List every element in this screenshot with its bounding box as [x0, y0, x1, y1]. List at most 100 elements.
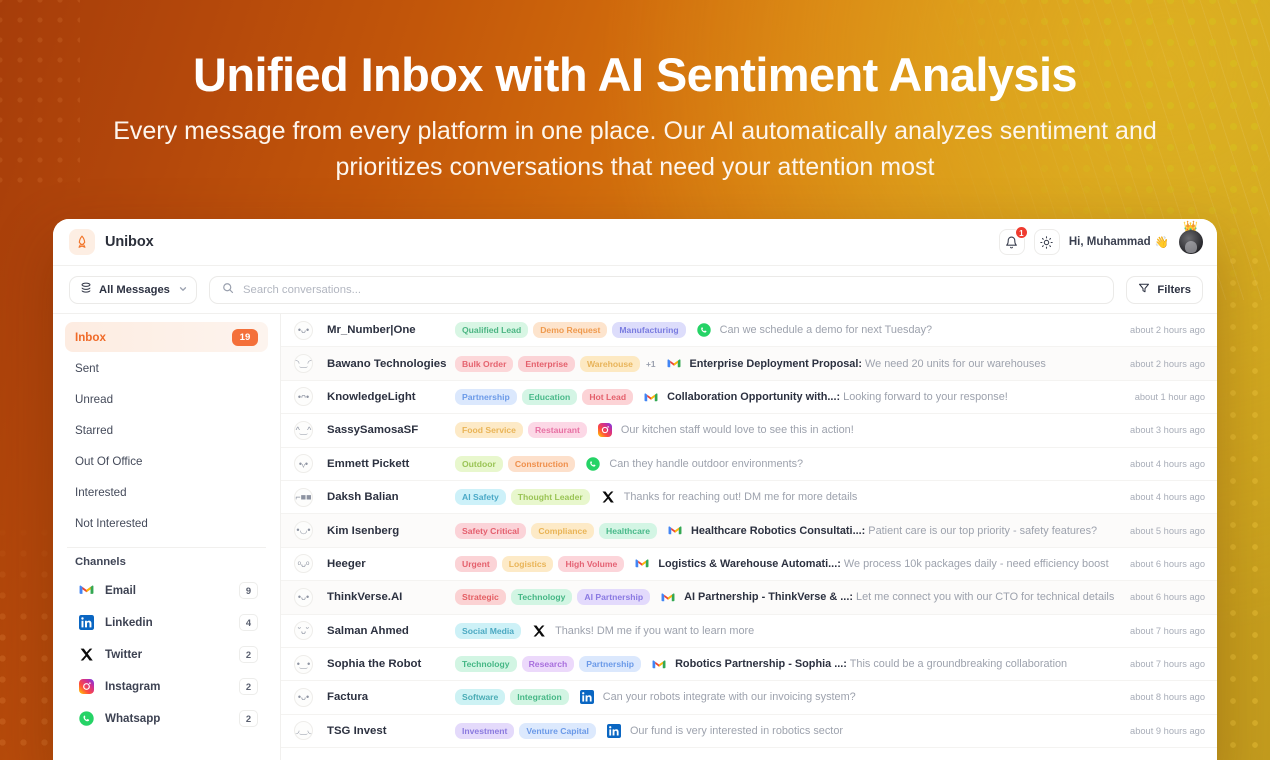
- table-row[interactable]: •‿• Sophia the Robot Technology Research P…: [281, 648, 1217, 682]
- channel-item-email[interactable]: Email 9: [65, 574, 268, 606]
- sidebar-item-interested[interactable]: Interested: [65, 477, 268, 507]
- conversation-preview: Thanks! DM me if you want to learn more: [555, 624, 755, 637]
- sidebar-item-label: Not Interested: [75, 516, 148, 530]
- gmail-icon: [79, 583, 94, 598]
- conversation-tag[interactable]: High Volume: [558, 555, 625, 572]
- table-row[interactable]: •ᴗ• ThinkVerse.AI Strategic Technology AI …: [281, 581, 1217, 615]
- conversation-tags: Strategic Technology AI Partnership: [455, 589, 651, 606]
- conversation-tag[interactable]: Urgent: [455, 555, 497, 572]
- sidebar-item-starred[interactable]: Starred: [65, 415, 268, 445]
- linkedin-icon: [79, 614, 94, 630]
- avatar: ˘ᴗ˘: [294, 621, 313, 641]
- channel-item-linkedin[interactable]: Linkedin 4: [65, 606, 268, 638]
- conversation-tag[interactable]: Partnership: [455, 388, 517, 405]
- search-box[interactable]: [209, 275, 1115, 304]
- instagram-icon: [597, 423, 612, 438]
- hero-section: Unified Inbox with AI Sentiment Analysis…: [0, 0, 1270, 185]
- conversation-tags: Urgent Logistics High Volume: [455, 555, 625, 572]
- conversation-tag[interactable]: Restaurant: [527, 422, 587, 439]
- conversation-tag[interactable]: Outdoor: [455, 455, 503, 472]
- conversation-tag[interactable]: Demo Request: [533, 322, 608, 339]
- conversation-tag[interactable]: Venture Capital: [519, 722, 596, 739]
- avatar: •ᴗ•: [294, 587, 313, 607]
- conversation-tags: Technology Research Partnership: [455, 656, 642, 673]
- conversation-tag[interactable]: Thought Leader: [510, 489, 590, 506]
- table-row[interactable]: •ᵥ• Emmett Pickett Outdoor Construction C…: [281, 448, 1217, 481]
- conversation-tags: Partnership Education Hot Lead: [455, 388, 634, 405]
- channel-item-instagram[interactable]: Instagram 2: [65, 670, 268, 702]
- toolbar: All Messages Filters: [53, 266, 1217, 314]
- conversation-timestamp: about 4 hours ago: [1130, 458, 1205, 469]
- conversation-tags: Investment Venture Capital: [455, 722, 596, 739]
- conversation-tag[interactable]: Technology: [455, 656, 517, 673]
- tag-overflow-count[interactable]: +1: [645, 358, 656, 369]
- conversation-tag[interactable]: Hot Lead: [582, 388, 634, 405]
- notifications-button[interactable]: 1: [998, 226, 1028, 255]
- channel-item-whatsapp[interactable]: Whatsapp 2: [65, 702, 268, 734]
- conversation-tag[interactable]: Healthcare: [599, 522, 657, 539]
- table-row[interactable]: •ᴗ• Factura Software Integration Can your…: [281, 681, 1217, 715]
- table-row[interactable]: •◡• Kim Isenberg Safety Critical Complian…: [281, 514, 1217, 548]
- channel-count: 2: [239, 645, 258, 663]
- table-row[interactable]: ᵒᴗᵒ Heeger Urgent Logistics High Volume Lo…: [281, 548, 1217, 582]
- conversation-tag[interactable]: Social Media: [455, 622, 522, 639]
- conversation-tag[interactable]: AI Safety: [455, 489, 506, 506]
- channel-label: Twitter: [105, 647, 143, 661]
- avatar: •◡•: [294, 521, 313, 541]
- conversation-preview: Healthcare Robotics Consultati...: Patie…: [691, 524, 1098, 537]
- conversation-tag[interactable]: Software: [455, 689, 506, 706]
- conversation-tag[interactable]: Integration: [510, 689, 569, 706]
- table-row[interactable]: ◠‿◠ Bawano Technologies Bulk OrderEnterp…: [281, 347, 1217, 381]
- conversation-tag[interactable]: Food Service: [455, 422, 523, 439]
- avatar[interactable]: 👑: [1179, 221, 1203, 254]
- app-window: Unibox 1 Hi, Muhammad 👋 👑: [53, 219, 1217, 760]
- sidebar-item-sent[interactable]: Sent: [65, 353, 268, 383]
- conversation-tag[interactable]: Bulk Order: [455, 355, 514, 372]
- layers-icon: [80, 282, 92, 297]
- conversation-tag[interactable]: Safety Critical: [455, 522, 527, 539]
- sidebar-item-unread[interactable]: Unread: [65, 384, 268, 414]
- conversation-tags: Outdoor Construction: [455, 455, 576, 472]
- search-input[interactable]: [243, 283, 1102, 296]
- conversation-tag[interactable]: Enterprise: [518, 355, 575, 372]
- table-row[interactable]: •ᴗ• Mr_Number|One Qualified Lead Demo Req…: [281, 314, 1217, 348]
- conversation-tag[interactable]: Manufacturing: [612, 322, 686, 339]
- table-row[interactable]: ^‿^ SassySamosaSF Food Service Restaurant…: [281, 414, 1217, 448]
- scope-select[interactable]: All Messages: [69, 275, 197, 304]
- conversation-tag[interactable]: Partnership: [579, 656, 642, 673]
- conversation-tag[interactable]: Technology: [510, 589, 573, 606]
- conversation-tag[interactable]: Research: [521, 656, 575, 673]
- conversation-tag[interactable]: Compliance: [531, 522, 595, 539]
- conversation-tag[interactable]: Investment: [455, 722, 515, 739]
- conversation-tag[interactable]: Logistics: [501, 555, 554, 572]
- conversation-timestamp: about 7 hours ago: [1130, 625, 1205, 636]
- table-row[interactable]: •ᴖ• KnowledgeLight Partnership Education H…: [281, 381, 1217, 415]
- conversation-tag[interactable]: Warehouse: [579, 355, 640, 372]
- table-row[interactable]: ˘ᴗ˘ Salman Ahmed Social Media Thanks! DM…: [281, 615, 1217, 648]
- table-row[interactable]: ⌐■■ Daksh Balian AI Safety Thought Leader…: [281, 481, 1217, 515]
- conversation-list: •ᴗ• Mr_Number|One Qualified Lead Demo Req…: [281, 314, 1217, 760]
- avatar: •ᴗ•: [294, 320, 313, 340]
- sidebar-item-not-interested[interactable]: Not Interested: [65, 508, 268, 538]
- avatar: ◠‿◠: [294, 354, 313, 374]
- avatar: ᵒᴗᵒ: [294, 554, 313, 574]
- brand[interactable]: Unibox: [69, 229, 154, 255]
- conversation-tag[interactable]: Strategic: [455, 589, 506, 606]
- conversation-timestamp: about 2 hours ago: [1130, 325, 1205, 336]
- conversation-timestamp: about 8 hours ago: [1130, 692, 1205, 703]
- theme-toggle-button[interactable]: [1033, 229, 1060, 255]
- sidebar-item-out-of-office[interactable]: Out Of Office: [65, 446, 268, 476]
- conversation-sender: Heeger: [327, 557, 366, 570]
- conversation-tag[interactable]: Construction: [507, 455, 576, 472]
- filters-button[interactable]: Filters: [1126, 275, 1203, 304]
- conversation-tag[interactable]: Education: [521, 388, 578, 405]
- conversation-tag[interactable]: AI Partnership: [577, 589, 651, 606]
- channel-item-twitter[interactable]: Twitter 2: [65, 638, 268, 670]
- sidebar-item-inbox[interactable]: Inbox 19: [65, 322, 268, 352]
- conversation-timestamp: about 3 hours ago: [1130, 425, 1205, 436]
- conversation-tags: Food Service Restaurant: [455, 422, 587, 439]
- conversation-tag[interactable]: Qualified Lead: [455, 322, 529, 339]
- conversation-sender: Salman Ahmed: [327, 624, 409, 637]
- linkedin-icon: [579, 690, 594, 705]
